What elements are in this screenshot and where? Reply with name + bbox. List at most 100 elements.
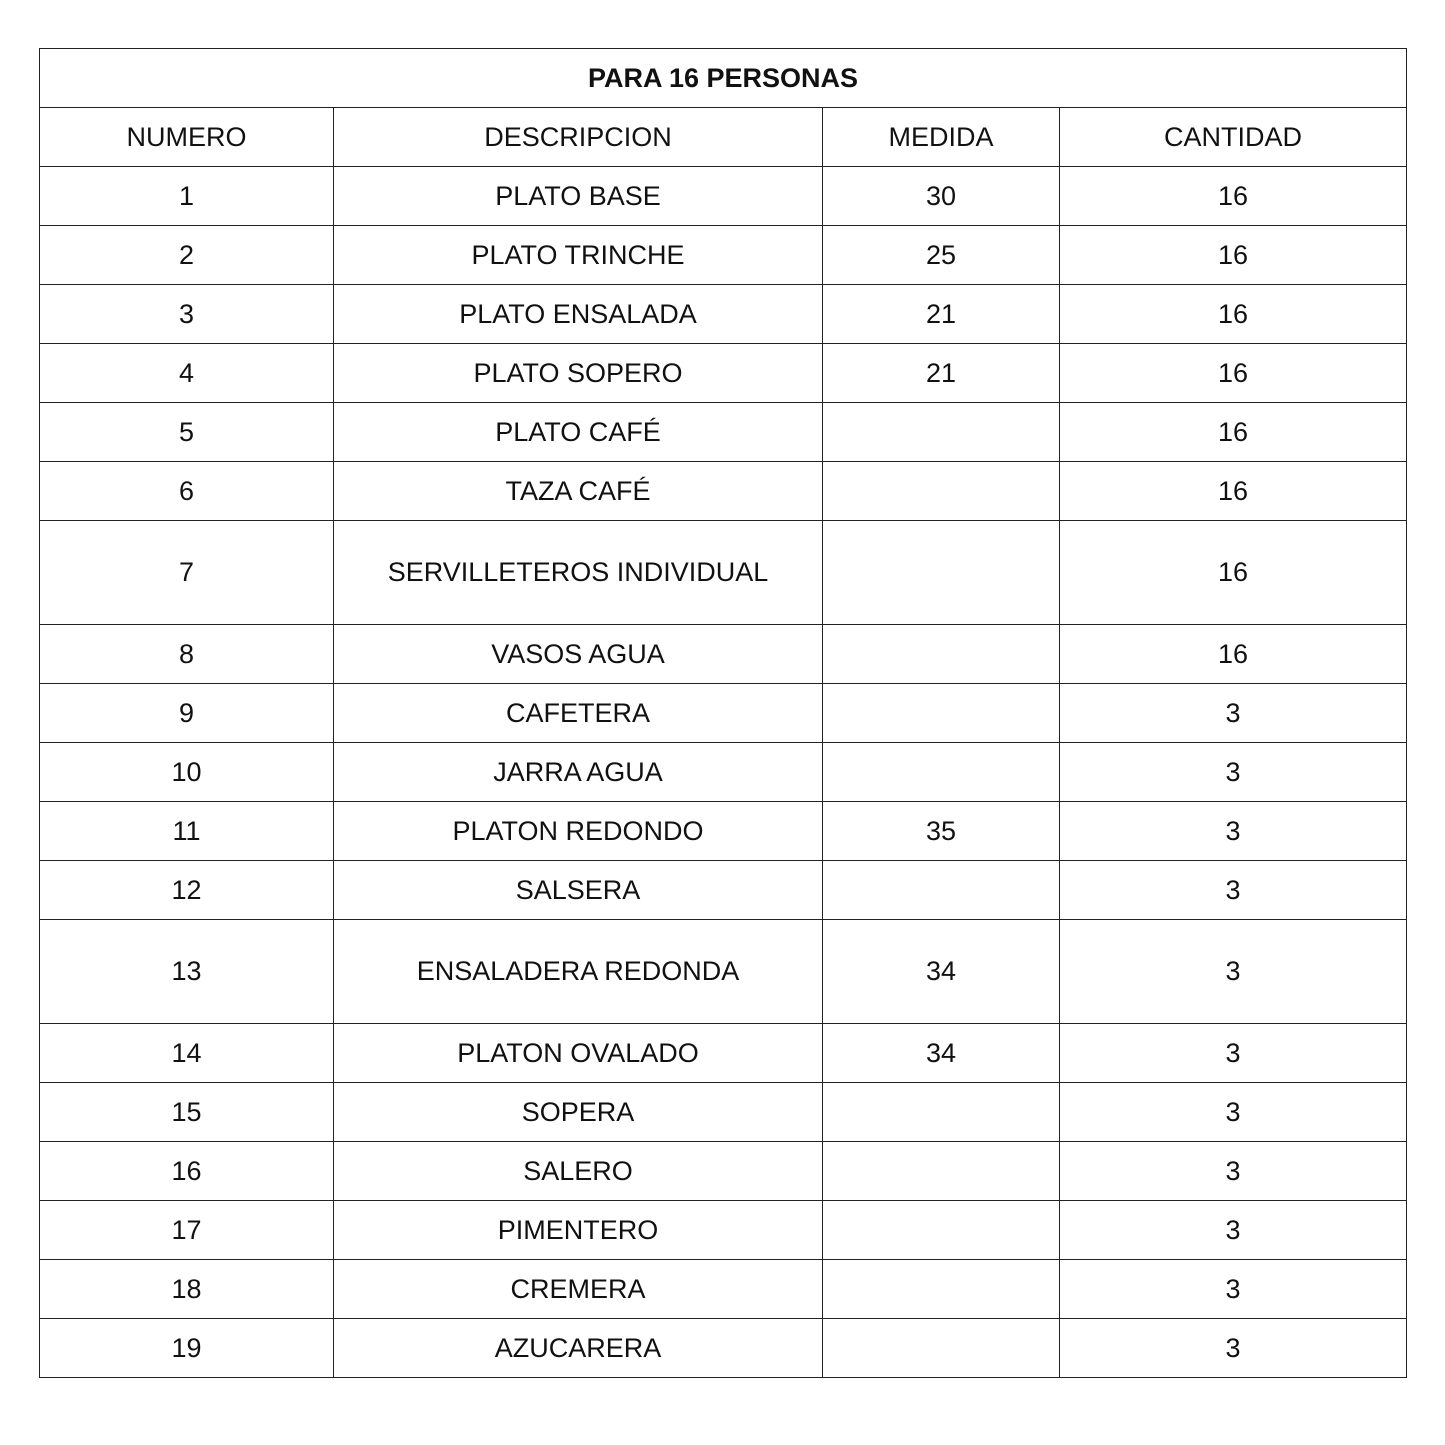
cell-descripcion: PLATON OVALADO bbox=[333, 1023, 823, 1083]
cell-descripcion: PLATON REDONDO bbox=[333, 801, 823, 861]
table-row: 1 PLATO BASE 30 16 bbox=[39, 166, 1408, 226]
table-row: 11 PLATON REDONDO 35 3 bbox=[39, 801, 1408, 861]
cell-numero: 19 bbox=[39, 1318, 334, 1378]
table-row: 9 CAFETERA 3 bbox=[39, 683, 1408, 743]
header-medida: MEDIDA bbox=[822, 107, 1060, 167]
table-row: 2 PLATO TRINCHE 25 16 bbox=[39, 225, 1408, 285]
cell-numero: 18 bbox=[39, 1259, 334, 1319]
cell-cantidad: 3 bbox=[1058, 1318, 1408, 1378]
cell-descripcion: AZUCARERA bbox=[333, 1318, 823, 1378]
cell-medida bbox=[822, 860, 1060, 920]
table-row: 3 PLATO ENSALADA 21 16 bbox=[39, 284, 1408, 344]
table-row: 19 AZUCARERA 3 bbox=[39, 1318, 1408, 1378]
table-row: 17 PIMENTERO 3 bbox=[39, 1200, 1408, 1260]
cell-medida: 35 bbox=[822, 801, 1060, 861]
cell-numero: 4 bbox=[39, 343, 334, 403]
cell-numero: 13 bbox=[39, 919, 334, 1024]
cell-descripcion: PLATO SOPERO bbox=[333, 343, 823, 403]
cell-descripcion: ENSALADERA REDONDA bbox=[333, 919, 823, 1024]
table-row: 12 SALSERA 3 bbox=[39, 860, 1408, 920]
cell-cantidad: 3 bbox=[1058, 683, 1408, 743]
cell-numero: 9 bbox=[39, 683, 334, 743]
cell-numero: 7 bbox=[39, 520, 334, 625]
cell-descripcion: SALERO bbox=[333, 1141, 823, 1201]
table-row: 14 PLATON OVALADO 34 3 bbox=[39, 1023, 1408, 1083]
cell-medida: 34 bbox=[822, 1023, 1060, 1083]
cell-descripcion: SALSERA bbox=[333, 860, 823, 920]
table-row: 13 ENSALADERA REDONDA 34 3 bbox=[39, 919, 1408, 1024]
cell-medida: 30 bbox=[822, 166, 1060, 226]
cell-descripcion: CAFETERA bbox=[333, 683, 823, 743]
header-numero: NUMERO bbox=[39, 107, 334, 167]
cell-cantidad: 3 bbox=[1058, 1259, 1408, 1319]
cell-numero: 12 bbox=[39, 860, 334, 920]
cell-cantidad: 3 bbox=[1058, 1141, 1408, 1201]
cell-numero: 5 bbox=[39, 402, 334, 462]
cell-numero: 8 bbox=[39, 624, 334, 684]
table-row: 4 PLATO SOPERO 21 16 bbox=[39, 343, 1408, 403]
cell-medida bbox=[822, 1259, 1060, 1319]
cell-cantidad: 16 bbox=[1058, 343, 1408, 403]
table-row: 7 SERVILLETEROS INDIVIDUAL 16 bbox=[39, 520, 1408, 625]
cell-descripcion: PLATO ENSALADA bbox=[333, 284, 823, 344]
cell-medida bbox=[822, 683, 1060, 743]
cell-medida bbox=[822, 742, 1060, 802]
cell-medida bbox=[822, 1141, 1060, 1201]
cell-numero: 6 bbox=[39, 461, 334, 521]
cell-cantidad: 16 bbox=[1058, 166, 1408, 226]
table-row: 8 VASOS AGUA 16 bbox=[39, 624, 1408, 684]
cell-medida bbox=[822, 624, 1060, 684]
cell-cantidad: 3 bbox=[1058, 801, 1408, 861]
cell-medida: 25 bbox=[822, 225, 1060, 285]
cell-medida: 34 bbox=[822, 919, 1060, 1024]
cell-cantidad: 16 bbox=[1058, 284, 1408, 344]
table-row: 6 TAZA CAFÉ 16 bbox=[39, 461, 1408, 521]
table-row: 18 CREMERA 3 bbox=[39, 1259, 1408, 1319]
cell-numero: 15 bbox=[39, 1082, 334, 1142]
cell-medida: 21 bbox=[822, 284, 1060, 344]
header-descripcion: DESCRIPCION bbox=[333, 107, 823, 167]
cell-medida bbox=[822, 402, 1060, 462]
cell-cantidad: 3 bbox=[1058, 1200, 1408, 1260]
inventory-table: PARA 16 PERSONAS NUMERO DESCRIPCION MEDI… bbox=[38, 48, 1408, 1378]
table-title: PARA 16 PERSONAS bbox=[38, 48, 1408, 108]
cell-cantidad: 3 bbox=[1058, 1023, 1408, 1083]
cell-numero: 2 bbox=[39, 225, 334, 285]
cell-medida bbox=[822, 1200, 1060, 1260]
table-row: 10 JARRA AGUA 3 bbox=[39, 742, 1408, 802]
cell-medida bbox=[822, 520, 1060, 625]
cell-numero: 1 bbox=[39, 166, 334, 226]
cell-cantidad: 3 bbox=[1058, 742, 1408, 802]
cell-descripcion: PIMENTERO bbox=[333, 1200, 823, 1260]
cell-cantidad: 3 bbox=[1058, 860, 1408, 920]
header-cantidad: CANTIDAD bbox=[1058, 107, 1408, 167]
cell-descripcion: PLATO CAFÉ bbox=[333, 402, 823, 462]
cell-numero: 17 bbox=[39, 1200, 334, 1260]
table-row: 16 SALERO 3 bbox=[39, 1141, 1408, 1201]
cell-cantidad: 16 bbox=[1058, 520, 1408, 625]
cell-descripcion: TAZA CAFÉ bbox=[333, 461, 823, 521]
cell-medida bbox=[822, 461, 1060, 521]
cell-numero: 11 bbox=[39, 801, 334, 861]
cell-descripcion: PLATO BASE bbox=[333, 166, 823, 226]
cell-medida bbox=[822, 1318, 1060, 1378]
cell-descripcion: PLATO TRINCHE bbox=[333, 225, 823, 285]
cell-numero: 10 bbox=[39, 742, 334, 802]
cell-cantidad: 16 bbox=[1058, 461, 1408, 521]
cell-cantidad: 16 bbox=[1058, 624, 1408, 684]
cell-numero: 14 bbox=[39, 1023, 334, 1083]
cell-descripcion: CREMERA bbox=[333, 1259, 823, 1319]
cell-descripcion: VASOS AGUA bbox=[333, 624, 823, 684]
cell-cantidad: 3 bbox=[1058, 1082, 1408, 1142]
header-row: NUMERO DESCRIPCION MEDIDA CANTIDAD bbox=[39, 107, 1408, 167]
cell-descripcion: JARRA AGUA bbox=[333, 742, 823, 802]
cell-descripcion: SERVILLETEROS INDIVIDUAL bbox=[333, 520, 823, 625]
cell-medida: 21 bbox=[822, 343, 1060, 403]
cell-cantidad: 3 bbox=[1058, 919, 1408, 1024]
cell-descripcion: SOPERA bbox=[333, 1082, 823, 1142]
title-row: PARA 16 PERSONAS bbox=[38, 48, 1408, 108]
cell-cantidad: 16 bbox=[1058, 402, 1408, 462]
cell-numero: 16 bbox=[39, 1141, 334, 1201]
cell-numero: 3 bbox=[39, 284, 334, 344]
table-row: 15 SOPERA 3 bbox=[39, 1082, 1408, 1142]
